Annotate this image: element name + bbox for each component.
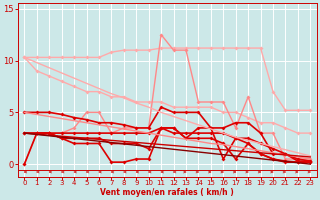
X-axis label: Vent moyen/en rafales ( km/h ): Vent moyen/en rafales ( km/h ) [100, 188, 234, 197]
